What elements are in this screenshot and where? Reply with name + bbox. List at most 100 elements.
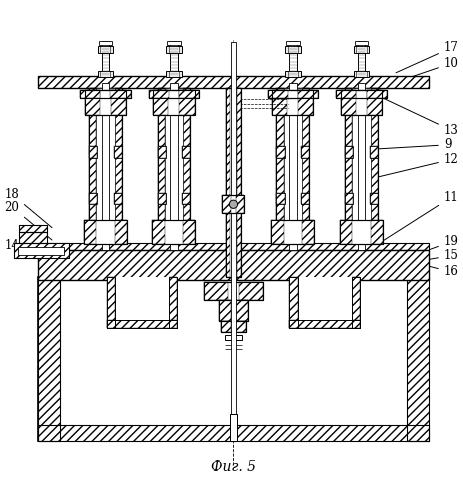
Bar (203, 282, 263, 300)
Bar (353, 70, 369, 77)
Bar (157, 193, 165, 204)
Bar (98, 42, 112, 45)
Bar (276, 193, 284, 204)
Bar (183, 88, 190, 243)
Bar (149, 90, 199, 98)
Bar (152, 220, 164, 244)
Bar (288, 40, 296, 76)
Bar (164, 88, 183, 243)
Bar (344, 88, 351, 243)
Bar (218, 300, 248, 321)
Bar (351, 278, 360, 328)
Bar (354, 42, 368, 45)
Bar (225, 88, 229, 278)
Bar (236, 195, 244, 214)
Bar (339, 220, 382, 244)
Bar (19, 232, 47, 243)
Bar (106, 320, 177, 328)
Bar (276, 146, 284, 158)
Bar (271, 220, 314, 244)
Bar (179, 90, 199, 98)
Bar (224, 334, 242, 340)
Text: 12: 12 (363, 153, 457, 180)
Bar (238, 282, 263, 300)
Bar (407, 278, 428, 441)
Bar (157, 88, 164, 243)
Bar (339, 220, 351, 244)
Bar (89, 146, 97, 158)
Bar (218, 300, 248, 321)
Bar (276, 88, 283, 243)
Bar (14, 243, 69, 258)
Bar (220, 321, 230, 332)
Bar (357, 40, 364, 76)
Bar (289, 320, 360, 328)
Bar (237, 88, 240, 278)
Bar (370, 88, 377, 243)
Bar (289, 278, 297, 328)
Bar (182, 146, 190, 158)
Bar (113, 193, 122, 204)
Bar (38, 76, 428, 88)
Bar (203, 282, 227, 300)
Bar (170, 40, 177, 76)
Bar (283, 88, 301, 243)
Bar (157, 88, 190, 243)
Bar (220, 321, 245, 332)
Bar (301, 88, 309, 243)
Text: 13: 13 (372, 94, 458, 136)
Bar (225, 88, 240, 278)
Text: 11: 11 (363, 191, 457, 253)
Bar (89, 193, 97, 204)
Bar (19, 225, 47, 232)
Bar (38, 76, 428, 88)
Bar (297, 278, 351, 320)
Bar (407, 278, 428, 441)
Bar (301, 220, 314, 244)
Bar (110, 90, 130, 98)
Bar (152, 220, 195, 244)
Bar (157, 146, 165, 158)
Bar (222, 195, 230, 214)
Bar (340, 90, 355, 115)
Bar (344, 88, 377, 243)
Bar (38, 250, 428, 280)
Bar (153, 90, 194, 115)
Bar (38, 243, 428, 250)
Bar (366, 90, 386, 98)
Bar (106, 278, 114, 328)
Bar (336, 90, 356, 98)
Bar (297, 90, 317, 98)
Bar (106, 278, 114, 328)
Text: Фиг. 5: Фиг. 5 (211, 460, 256, 474)
Bar (300, 146, 309, 158)
Bar (182, 193, 190, 204)
Bar (366, 90, 381, 115)
Bar (96, 88, 114, 243)
Bar (153, 90, 194, 115)
Bar (220, 321, 245, 332)
Bar (84, 220, 96, 244)
Bar (339, 220, 382, 244)
Bar (369, 146, 377, 158)
Bar (267, 90, 317, 98)
Bar (89, 146, 97, 158)
Bar (351, 278, 360, 328)
Bar (101, 40, 109, 76)
Bar (289, 278, 297, 328)
Bar (38, 250, 428, 280)
Bar (153, 90, 168, 115)
Bar (182, 193, 190, 204)
Bar (357, 83, 364, 250)
Bar (113, 146, 122, 158)
Bar (300, 146, 309, 158)
Bar (157, 88, 190, 243)
Bar (114, 220, 126, 244)
Bar (276, 88, 309, 243)
Bar (267, 90, 317, 98)
Bar (113, 193, 122, 204)
Bar (276, 88, 309, 243)
Bar (80, 90, 100, 98)
Bar (111, 90, 125, 115)
Bar (19, 232, 47, 243)
